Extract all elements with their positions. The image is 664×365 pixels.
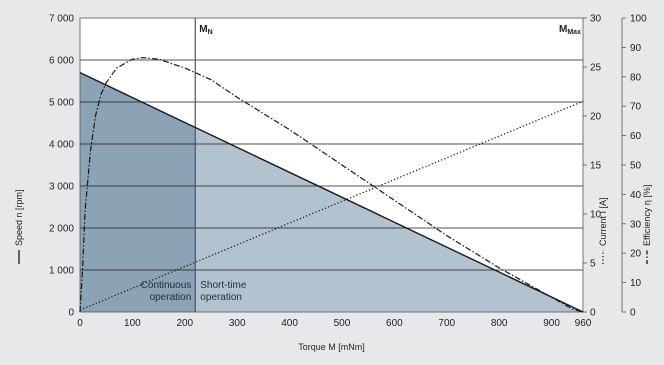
speed-tick-label: 1 000 [49, 266, 74, 277]
speed-tick-label: 7 000 [49, 14, 74, 25]
efficiency-tick-label: 100 [630, 14, 647, 25]
efficiency-tick-label: 80 [630, 72, 642, 83]
speed-tick-label: 2 000 [49, 224, 74, 235]
current-tick-label: 20 [590, 112, 602, 123]
max-torque-label: MMax [559, 24, 581, 36]
x-tick-label: 960 [575, 318, 592, 329]
x-tick-label: 800 [491, 318, 508, 329]
x-tick-label: 400 [281, 318, 298, 329]
efficiency-tick-label: 90 [630, 43, 642, 54]
x-tick-label: 0 [77, 318, 83, 329]
x-axis-title: Torque M [mNm] [298, 342, 365, 352]
speed-axis-title: Speed n [rpm] [14, 189, 24, 264]
efficiency-tick-label: 30 [630, 219, 642, 230]
x-tick-label: 100 [124, 318, 141, 329]
short-time-operation-label: operation [200, 292, 242, 303]
current-axis-title-text: Current I [A] [598, 197, 608, 246]
x-tick-label: 900 [543, 318, 560, 329]
x-tick-label: 600 [386, 318, 403, 329]
current-tick-label: 15 [590, 161, 602, 172]
short-time-operation-label: Short-time [200, 280, 247, 291]
speed-tick-label: 4 000 [49, 140, 74, 151]
current-axis-title: Current I [A] [598, 197, 608, 264]
current-line [79, 100, 584, 311]
efficiency-tick-label: 40 [630, 190, 642, 201]
speed-tick-label: 6 000 [49, 56, 74, 67]
speed-axis-title-text: Speed n [rpm] [14, 189, 24, 246]
efficiency-tick-label: 50 [630, 161, 642, 172]
efficiency-line [79, 57, 584, 313]
current-tick-label: 0 [590, 308, 596, 319]
efficiency-tick-label: 20 [630, 249, 642, 260]
x-tick-label: 700 [438, 318, 455, 329]
x-tick-label: 300 [229, 318, 246, 329]
efficiency-axis-title-text: Efficiency η [%] [642, 185, 652, 246]
rated-torque-label: MN [199, 24, 212, 36]
efficiency-tick-label: 70 [630, 102, 642, 113]
current-tick-label: 10 [590, 210, 602, 221]
continuous-operation-label: operation [150, 292, 192, 303]
speed-line [79, 71, 584, 313]
x-tick-label: 200 [176, 318, 193, 329]
current-tick-label: 25 [590, 63, 602, 74]
x-tick-label: 500 [334, 318, 351, 329]
efficiency-axis-title: Efficiency η [%] [642, 185, 652, 264]
efficiency-tick-label: 60 [630, 131, 642, 142]
speed-tick-label: 5 000 [49, 98, 74, 109]
speed-tick-label: 3 000 [49, 182, 74, 193]
speed-tick-label: 0 [68, 308, 74, 319]
efficiency-tick-label: 0 [630, 308, 636, 319]
current-tick-label: 5 [590, 259, 596, 270]
continuous-operation-label: Continuous [141, 280, 192, 291]
current-tick-label: 30 [590, 14, 602, 25]
efficiency-tick-label: 10 [630, 278, 642, 289]
continuous-operation-region [80, 72, 196, 312]
